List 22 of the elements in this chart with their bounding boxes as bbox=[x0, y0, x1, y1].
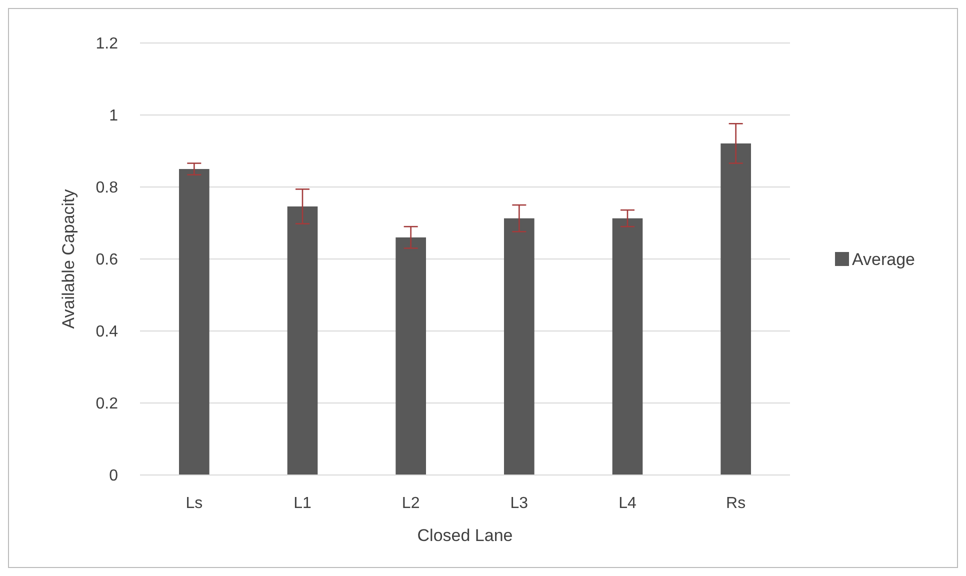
legend-label: Average bbox=[852, 250, 916, 269]
y-tick-label: 1.2 bbox=[96, 36, 118, 53]
x-tick-label: L1 bbox=[294, 495, 312, 512]
bar bbox=[287, 206, 318, 475]
y-tick-label: 0 bbox=[109, 468, 118, 485]
y-tick-label: 0.8 bbox=[96, 180, 118, 197]
x-tick-label: L2 bbox=[402, 495, 420, 512]
x-tick-label: L3 bbox=[510, 495, 528, 512]
x-tick-label: L4 bbox=[618, 495, 636, 512]
bar bbox=[396, 237, 426, 475]
y-tick-label: 0.6 bbox=[96, 252, 118, 269]
x-axis-title: Closed Lane bbox=[417, 526, 513, 545]
y-tick-label: 0.2 bbox=[96, 396, 118, 413]
bar bbox=[612, 218, 643, 475]
bar bbox=[504, 218, 534, 475]
x-tick-label: Rs bbox=[726, 495, 746, 512]
x-tick-label: Ls bbox=[186, 495, 203, 512]
bar bbox=[720, 143, 751, 475]
y-tick-label: 1 bbox=[109, 108, 118, 125]
y-tick-label: 0.4 bbox=[96, 324, 118, 341]
y-axis-title: Available Capacity bbox=[59, 188, 78, 329]
bar bbox=[179, 169, 210, 475]
